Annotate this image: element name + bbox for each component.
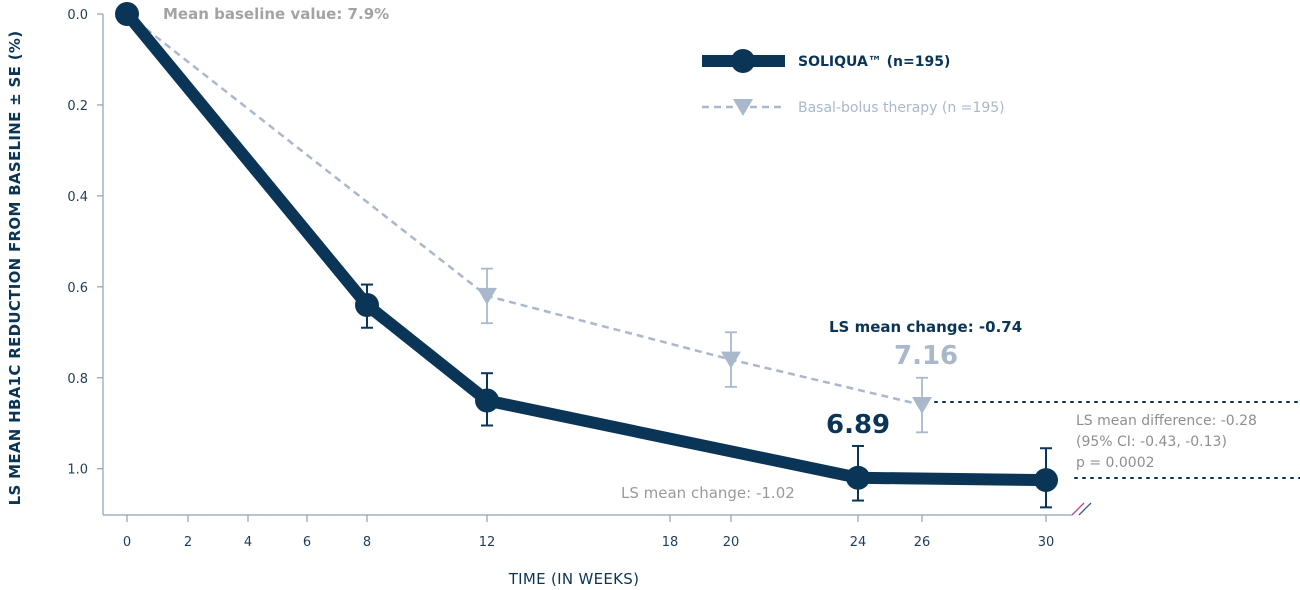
- y-tick-label: 0.2: [67, 99, 88, 114]
- x-tick-label: 26: [914, 535, 931, 550]
- data-point-soliqua: [846, 465, 870, 490]
- series-line-basal-bolus: [126, 13, 923, 407]
- x-tick-label: 6: [303, 535, 311, 550]
- x-tick-label: 12: [479, 535, 496, 550]
- x-tick-label: 8: [363, 535, 371, 550]
- ls-change-basal-bolus: LS mean change: -0.74: [829, 318, 1022, 336]
- ls-mean-difference: LS mean difference: -0.28: [1076, 413, 1257, 429]
- x-axis-label: TIME (IN WEEKS): [508, 570, 640, 588]
- x-tick-label: 18: [662, 535, 679, 550]
- y-tick-label: 0.8: [67, 372, 88, 387]
- data-point-soliqua: [475, 388, 499, 413]
- x-tick-label: 20: [723, 535, 740, 550]
- y-ticks: 0.0 0.2 0.4 0.6 0.8 1.0: [67, 8, 103, 478]
- baseline-annotation: Mean baseline value: 7.9%: [163, 5, 389, 23]
- y-tick-label: 1.0: [67, 463, 88, 478]
- value-basal-bolus: 7.16: [894, 341, 958, 371]
- x-ticks: 0 2 4 6 8 12 18 20 24 26 30: [123, 515, 1054, 550]
- data-point-basal-bolus: [912, 397, 932, 415]
- y-tick-label: 0.0: [67, 8, 88, 23]
- ls-change-soliqua: LS mean change: -1.02: [621, 484, 795, 502]
- y-axis-label: LS MEAN HBA1C REDUCTION FROM BASELINE ± …: [6, 31, 24, 506]
- value-soliqua: 6.89: [826, 410, 890, 440]
- y-tick-label: 0.6: [67, 281, 88, 296]
- ls-mean-difference-ci: (95% CI: -0.43, -0.13): [1076, 434, 1227, 450]
- legend-marker-basal-bolus: [733, 99, 753, 116]
- x-tick-label: 2: [184, 535, 192, 550]
- data-point-soliqua: [115, 2, 139, 26]
- series-basal-bolus: [126, 13, 932, 434]
- x-tick-label: 0: [123, 535, 131, 550]
- x-tick-label: 30: [1038, 535, 1055, 550]
- legend-label-basal-bolus: Basal-bolus therapy (n =195): [798, 100, 1005, 116]
- ls-mean-difference-p: p = 0.0002: [1076, 455, 1155, 471]
- x-tick-label: 4: [244, 535, 252, 550]
- legend-label-soliqua: SOLIQUA™ (n=195): [798, 54, 950, 70]
- legend-marker-soliqua: [731, 49, 755, 73]
- y-tick-label: 0.4: [67, 190, 88, 205]
- legend: SOLIQUA™ (n=195) Basal-bolus therapy (n …: [702, 49, 1005, 116]
- x-tick-label: 24: [850, 535, 867, 550]
- data-point-basal-bolus: [477, 287, 497, 305]
- series-soliqua: [115, 2, 1058, 509]
- series-line-soliqua: [121, 8, 1052, 487]
- axis-break-icon: [1071, 502, 1092, 516]
- data-point-soliqua: [1034, 468, 1058, 493]
- data-point-soliqua: [355, 293, 379, 318]
- series-layer: [115, 2, 1058, 509]
- data-point-basal-bolus: [721, 351, 741, 369]
